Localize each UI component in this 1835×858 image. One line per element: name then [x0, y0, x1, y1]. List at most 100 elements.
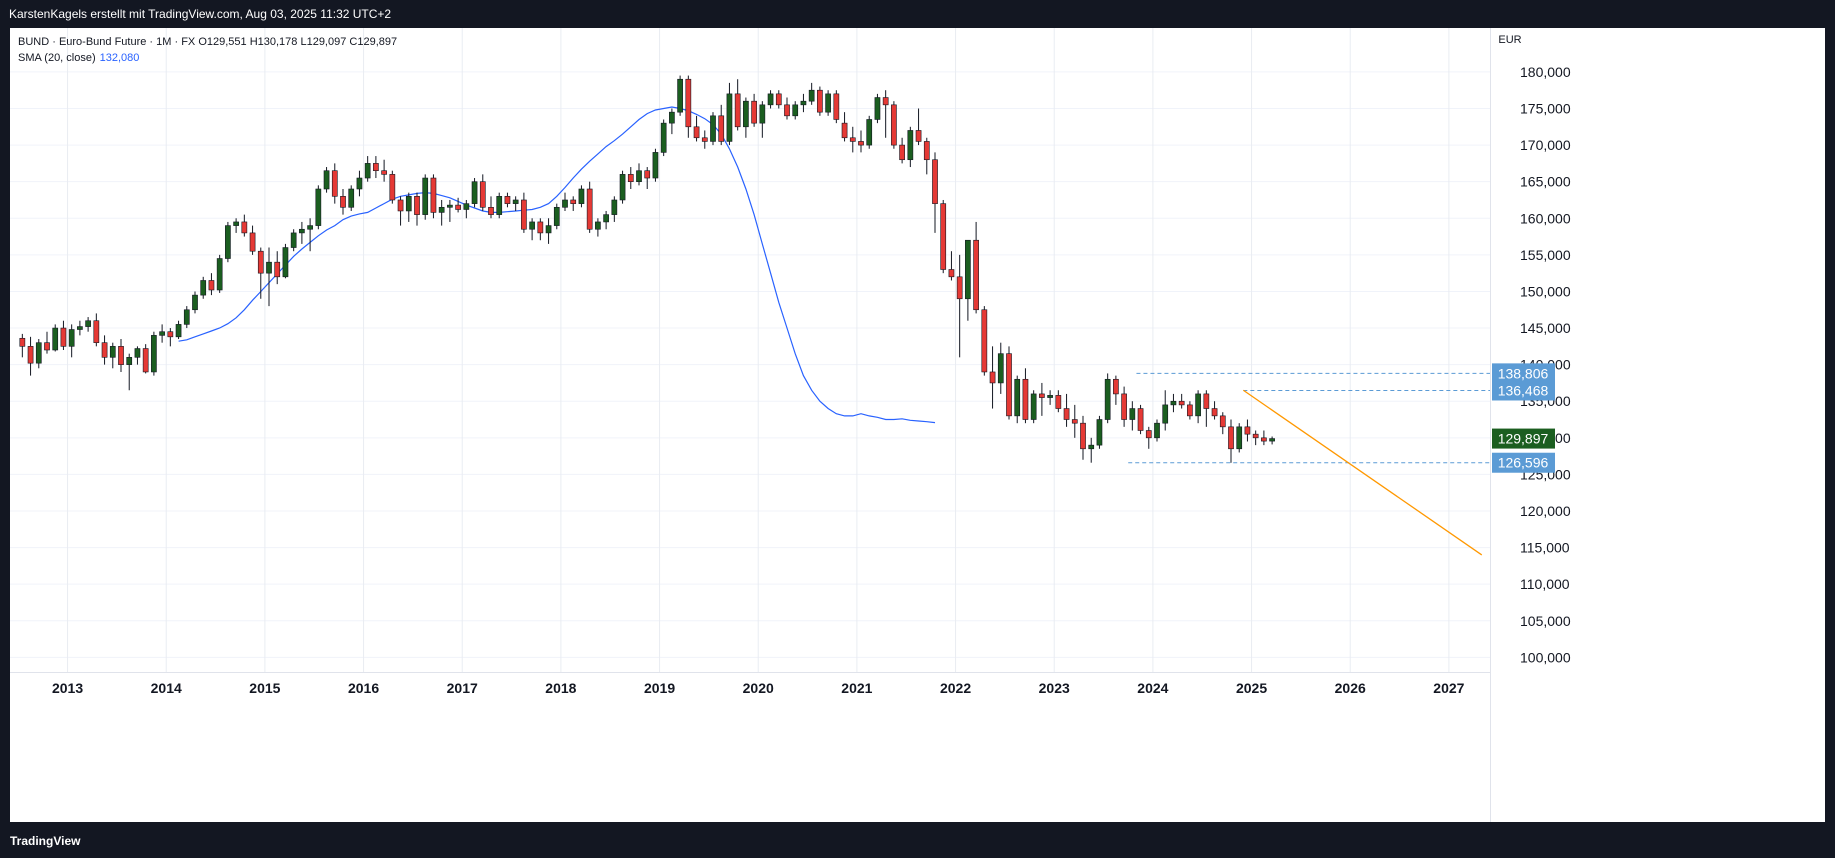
candle — [603, 210, 609, 230]
candle-body — [241, 221, 248, 234]
candle — [35, 339, 42, 369]
x-tick-label: 2018 — [545, 680, 576, 696]
x-tick-label: 2021 — [841, 680, 872, 696]
candle — [19, 333, 26, 358]
candle-body — [1162, 404, 1169, 424]
candle — [1006, 346, 1012, 420]
candle — [389, 170, 396, 204]
candle-body — [1006, 353, 1012, 417]
candle-body — [192, 294, 198, 311]
candle — [734, 79, 741, 131]
candle-body — [200, 280, 207, 296]
last-price-bg — [1492, 428, 1555, 449]
candle — [997, 342, 1004, 394]
candle-body — [512, 199, 519, 204]
chart-frame[interactable]: 100,000 105,000 110,000 115,000 120,000 125,0… — [10, 28, 1825, 822]
candle — [874, 93, 881, 124]
candle — [956, 254, 963, 358]
candle — [784, 97, 790, 120]
candle-body — [759, 104, 766, 124]
candle-body — [77, 326, 83, 330]
candle — [1211, 401, 1218, 420]
candle — [932, 152, 938, 233]
price-axis[interactable]: 100,000105,000110,000115,000120,000125,0… — [1520, 64, 1571, 665]
candle-body — [882, 97, 889, 106]
candle — [751, 93, 757, 127]
candle — [1203, 390, 1210, 427]
candle-body — [1203, 393, 1210, 409]
candle-body — [1269, 438, 1275, 442]
candle — [1187, 401, 1193, 420]
candle — [1014, 375, 1021, 424]
trendline[interactable] — [1242, 389, 1483, 556]
candle — [915, 108, 922, 146]
candle-body — [1047, 395, 1053, 398]
candle — [1129, 401, 1136, 431]
candle — [274, 251, 281, 285]
candle — [1228, 419, 1234, 463]
candle-body — [60, 327, 67, 347]
grid — [10, 28, 1490, 672]
candle — [652, 148, 659, 182]
candle-body — [833, 93, 840, 120]
candle — [397, 196, 404, 226]
candle-body — [1071, 419, 1078, 424]
candlestick-chart[interactable]: 100,000105,000110,000115,000120,000125,0… — [10, 28, 1825, 822]
candle — [216, 254, 223, 293]
candle-body — [233, 221, 239, 226]
candle — [479, 174, 486, 211]
x-tick-label: 2020 — [743, 680, 774, 696]
candle — [249, 225, 256, 255]
candle-body — [710, 115, 716, 142]
candle — [118, 339, 124, 372]
sma-legend: SMA (20, close) 132,080 — [18, 50, 397, 66]
candle-body — [907, 130, 914, 161]
candle-body — [389, 174, 396, 201]
candle-body — [1145, 430, 1152, 439]
level-label: 138,806 — [1498, 365, 1549, 381]
candle — [529, 218, 535, 241]
candle-body — [225, 225, 231, 259]
candle — [373, 156, 379, 179]
candle-body — [767, 93, 774, 106]
candle — [718, 104, 725, 146]
candle — [85, 317, 91, 332]
time-axis[interactable]: 2013 2014 2015 2016 2017 2018 2019 2020 2021 2022… — [52, 680, 1465, 696]
candle — [282, 243, 289, 279]
candle — [356, 170, 363, 197]
candle — [1236, 423, 1243, 453]
candle-body — [19, 337, 26, 347]
candle — [447, 199, 453, 222]
candle — [981, 306, 988, 376]
candle-body — [553, 206, 560, 226]
candle — [759, 101, 766, 138]
candle — [52, 324, 59, 352]
currency-label[interactable]: EUR — [1498, 34, 1521, 46]
candle — [965, 239, 971, 321]
x-tick-label: 2024 — [1137, 680, 1168, 696]
candle-body — [496, 196, 503, 215]
candle — [775, 90, 782, 109]
candle — [1080, 415, 1086, 460]
candle — [1178, 393, 1185, 409]
candle-body — [743, 100, 749, 128]
candle-body — [874, 97, 881, 120]
candle — [323, 167, 330, 193]
candle — [422, 174, 429, 220]
candle — [817, 86, 823, 116]
candle-body — [800, 100, 807, 106]
candle — [266, 247, 272, 307]
candle-body — [965, 239, 971, 300]
candle-body — [257, 250, 264, 274]
candle-body — [603, 214, 609, 223]
candle — [636, 163, 642, 186]
tradingview-logo[interactable]: TradingView — [10, 834, 81, 848]
candle — [1121, 386, 1127, 427]
last-price-label: 129,897 — [1498, 431, 1549, 447]
candle-body — [134, 348, 141, 358]
y-tick-label: 110,000 — [1520, 576, 1570, 592]
candle-body — [537, 221, 544, 234]
candle — [126, 353, 133, 391]
candle-body — [734, 93, 741, 128]
x-tick-label: 2015 — [249, 680, 280, 696]
